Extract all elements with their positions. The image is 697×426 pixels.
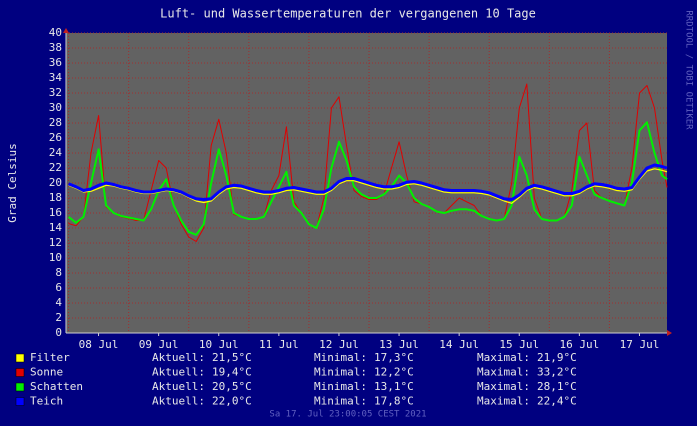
x-arrow (667, 330, 672, 336)
stat-value: 19,4°C (212, 366, 252, 379)
legend-stat: Maximal: 22,4°C (477, 395, 577, 408)
x-tick-label: 12 Jul (319, 338, 359, 351)
y-tick-label: 10 (49, 251, 62, 264)
legend-label: Schatten (30, 380, 83, 393)
stat-value: 21,5°C (212, 351, 252, 364)
stat-value: 28,1°C (537, 380, 577, 393)
stat-label: Maximal: (477, 366, 530, 379)
series-line (68, 83, 668, 242)
y-tick-label: 18 (49, 191, 62, 204)
x-tick-label: 08 Jul (79, 338, 119, 351)
y-tick-label: 32 (49, 86, 62, 99)
legend-stat: Minimal: 13,1°C (314, 380, 414, 393)
chart-title: Luft- und Wassertemperaturen der vergang… (160, 7, 536, 21)
y-tick-label: 14 (49, 221, 63, 234)
stat-value: 21,9°C (537, 351, 577, 364)
y-tick-label: 22 (49, 161, 62, 174)
legend-swatch (15, 397, 25, 406)
y-tick-label: 4 (55, 296, 62, 309)
stat-label: Aktuell: (152, 351, 205, 364)
legend-stat: Maximal: 33,2°C (477, 366, 577, 379)
stat-value: 22,4°C (537, 395, 577, 408)
legend-stat: Aktuell: 19,4°C (152, 366, 252, 379)
y-tick-label: 16 (49, 206, 62, 219)
legend-label: Sonne (30, 366, 63, 379)
y-tick-label: 40 (49, 26, 62, 39)
y-axis-label: Grad Celsius (6, 143, 19, 222)
stat-value: 13,1°C (374, 380, 414, 393)
stat-label: Maximal: (477, 351, 530, 364)
y-tick-label: 6 (55, 281, 62, 294)
y-tick-label: 0 (55, 326, 62, 339)
x-tick-label: 14 Jul (439, 338, 479, 351)
legend-stat: Maximal: 21,9°C (477, 351, 577, 364)
y-tick-label: 24 (49, 146, 63, 159)
legend-stat: Minimal: 12,2°C (314, 366, 414, 379)
y-tick-label: 20 (49, 176, 62, 189)
x-tick-label: 13 Jul (379, 338, 419, 351)
stat-label: Minimal: (314, 351, 367, 364)
stat-label: Minimal: (314, 366, 367, 379)
legend-swatch (15, 368, 25, 377)
y-tick-label: 8 (55, 266, 62, 279)
stat-label: Aktuell: (152, 380, 205, 393)
stat-label: Maximal: (477, 395, 530, 408)
legend-stat: Aktuell: 20,5°C (152, 380, 252, 393)
x-tick-label: 15 Jul (499, 338, 539, 351)
series-lines (67, 83, 668, 242)
y-tick-label: 26 (49, 131, 62, 144)
x-tick-label: 11 Jul (259, 338, 299, 351)
y-tick-label: 34 (49, 71, 63, 84)
side-label: RRDTOOL / TOBI OETIKER (684, 10, 694, 130)
y-tick-label: 2 (55, 311, 62, 324)
y-tick-label: 28 (49, 116, 62, 129)
y-arrow (63, 28, 69, 33)
legend-label: Teich (30, 395, 63, 408)
stat-label: Minimal: (314, 395, 367, 408)
legend-label: Filter (30, 351, 70, 364)
x-tick-label: 09 Jul (139, 338, 179, 351)
series-line (67, 163, 668, 201)
y-tick-label: 38 (49, 41, 62, 54)
legend-stat: Aktuell: 22,0°C (152, 395, 252, 408)
legend-stat: Minimal: 17,3°C (314, 351, 414, 364)
x-tick-label: 10 Jul (199, 338, 239, 351)
axes: 024681012141618202224262830323436384008 … (49, 26, 672, 351)
legend-stat: Maximal: 28,1°C (477, 380, 577, 393)
stat-value: 20,5°C (212, 380, 252, 393)
legend-swatch (15, 353, 25, 363)
stat-label: Maximal: (477, 380, 530, 393)
stat-value: 17,3°C (374, 351, 414, 364)
legend-swatch (15, 382, 25, 392)
stat-value: 22,0°C (212, 395, 252, 408)
stat-value: 33,2°C (537, 366, 577, 379)
stat-value: 12,2°C (374, 366, 414, 379)
legend-stat: Minimal: 17,8°C (314, 395, 414, 408)
stat-label: Aktuell: (152, 395, 205, 408)
grid (66, 32, 667, 334)
footer: Sa 17. Jul 23:00:05 CEST 2021 (269, 410, 426, 420)
stat-label: Minimal: (314, 380, 367, 393)
x-tick-label: 16 Jul (559, 338, 599, 351)
y-tick-label: 36 (49, 56, 62, 69)
y-tick-label: 30 (49, 101, 62, 114)
y-tick-label: 12 (49, 236, 62, 249)
x-tick-label: 17 Jul (620, 338, 660, 351)
stat-value: 17,8°C (374, 395, 414, 408)
legend: Filter Aktuell: 21,5°C Minimal: 17,3°C Maxima… (15, 351, 577, 408)
stat-label: Aktuell: (152, 366, 205, 379)
legend-stat: Aktuell: 21,5°C (152, 351, 252, 364)
